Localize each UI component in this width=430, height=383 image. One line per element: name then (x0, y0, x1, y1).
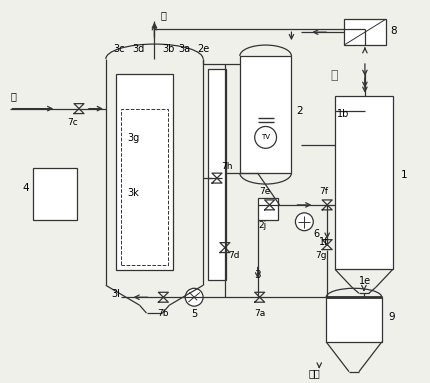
Text: 4: 4 (22, 183, 29, 193)
Text: 2: 2 (296, 106, 303, 116)
Circle shape (295, 213, 313, 231)
Text: 3g: 3g (127, 133, 140, 143)
Text: 7d: 7d (228, 251, 240, 260)
Text: 1f: 1f (319, 237, 328, 247)
Text: 2e: 2e (197, 44, 209, 54)
Bar (258, 198, 277, 220)
Text: 3: 3 (255, 270, 261, 280)
Circle shape (185, 288, 203, 306)
Text: 7c: 7c (68, 118, 78, 127)
Text: 3d: 3d (132, 44, 144, 54)
Bar (335, 96, 393, 269)
Text: 7e: 7e (259, 188, 270, 196)
Bar (34, 168, 77, 220)
Text: 3a: 3a (178, 44, 190, 54)
Text: 7g: 7g (316, 251, 327, 260)
Text: 5: 5 (191, 309, 197, 319)
Text: 7f: 7f (319, 188, 329, 196)
Text: 1b: 1b (337, 108, 349, 119)
Bar (326, 297, 382, 342)
Bar (240, 56, 292, 173)
Text: 7b: 7b (158, 309, 169, 318)
Bar (344, 19, 386, 45)
Bar (121, 109, 168, 265)
Text: 8: 8 (390, 26, 397, 36)
Text: 9: 9 (388, 312, 395, 322)
Bar (208, 69, 226, 280)
Text: 3k: 3k (128, 188, 139, 198)
Circle shape (255, 126, 276, 148)
Text: 人: 人 (330, 69, 338, 82)
Text: 3l: 3l (111, 289, 120, 299)
Text: 2j: 2j (258, 221, 267, 230)
Text: 轻: 轻 (160, 10, 166, 20)
Text: 6: 6 (313, 229, 319, 239)
Text: 1e: 1e (359, 277, 371, 286)
Text: 1: 1 (401, 170, 408, 180)
Text: 7h: 7h (221, 162, 233, 171)
Text: 7a: 7a (254, 309, 265, 318)
Text: 粗: 粗 (10, 91, 16, 101)
Text: 3b: 3b (162, 44, 175, 54)
Text: 3c: 3c (113, 44, 124, 54)
Text: 出料: 出料 (308, 369, 320, 379)
Bar (116, 74, 173, 270)
Text: TV: TV (261, 134, 270, 141)
